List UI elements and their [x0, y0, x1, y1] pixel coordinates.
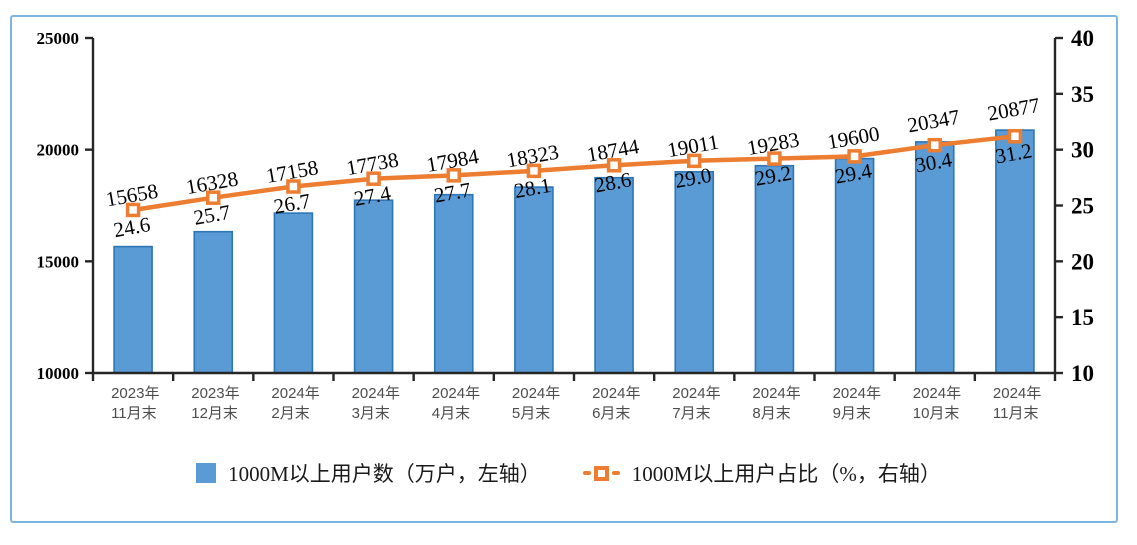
bar-5: [514, 186, 554, 374]
category-label-0: 2023年 11月末: [111, 385, 159, 422]
line-marker-7: [687, 153, 702, 169]
right-axis-tick-label: 30: [1071, 138, 1094, 163]
right-axis-tick-label: 20: [1071, 249, 1094, 274]
bar-value-label-10: 20347: [906, 105, 962, 138]
bar-6: [594, 176, 634, 374]
category-label-4: 2024年 4月末: [432, 385, 480, 422]
bar-9: [834, 157, 875, 374]
line-marker-10: [927, 137, 942, 153]
bar-series-label: 1000M以上用户数（万户，左轴）: [228, 462, 541, 486]
legend: 1000M以上用户数（万户，左轴） 1000M以上用户占比（%，右轴）: [0, 458, 1137, 488]
legend-item-bar-series: 1000M以上用户数（万户，左轴）: [196, 458, 541, 488]
line-marker-2: [286, 179, 301, 194]
line-value-label-1: 25.7: [192, 200, 232, 230]
bar-1: [193, 230, 234, 374]
left-axis-tick-label: 15000: [37, 252, 80, 271]
line-marker-3: [366, 171, 381, 186]
right-axis-tick-label: 15: [1071, 305, 1094, 330]
right-axis-tick-label: 35: [1071, 82, 1094, 107]
line-marker-11: [1007, 129, 1023, 144]
bar-2: [273, 212, 314, 374]
category-label-3: 2024年 3月末: [352, 385, 400, 422]
bar-0: [113, 245, 153, 374]
category-label-7: 2024年 7月末: [672, 385, 720, 422]
bar-value-label-4: 17984: [425, 144, 481, 177]
bar-4: [433, 193, 474, 374]
bar-8: [754, 164, 795, 374]
category-label-11: 2024年 11月末: [993, 385, 1041, 422]
category-label-2: 2024年 2月末: [271, 385, 319, 422]
bar-value-label-8: 19283: [745, 127, 801, 160]
bar-value-label-3: 17738: [344, 147, 400, 180]
line-marker-0: [125, 202, 141, 218]
line-series-label: 1000M以上用户占比（%，右轴）: [631, 462, 941, 486]
bar-value-label-9: 19600: [825, 121, 881, 154]
left-axis-tick-label: 10000: [37, 364, 80, 383]
bar-10: [914, 141, 955, 374]
line-series-marker-icon: [582, 465, 620, 481]
category-label-1: 2023年 12月末: [191, 385, 239, 422]
category-label-10: 2024年 10月末: [913, 385, 961, 422]
bar-value-label-11: 20877: [986, 93, 1042, 126]
category-label-5: 2024年 5月末: [512, 385, 560, 422]
bar-7: [674, 171, 715, 374]
category-label-8: 2024年 8月末: [752, 385, 800, 422]
legend-item-line-series: 1000M以上用户占比（%，右轴）: [582, 458, 941, 488]
line-marker-1: [206, 190, 221, 205]
bar-value-label-7: 19011: [665, 130, 720, 163]
bar-3: [353, 199, 394, 374]
right-axis-tick-label: 40: [1071, 26, 1094, 51]
category-label-9: 2024年 9月末: [833, 385, 881, 422]
line-value-label-0: 24.6: [112, 212, 152, 242]
line-square-marker-icon: [593, 465, 609, 481]
left-axis-tick-label: 20000: [37, 141, 80, 160]
bar-series-swatch-icon: [196, 463, 217, 483]
right-axis-tick-label: 10: [1071, 361, 1094, 386]
line-marker-6: [606, 158, 622, 173]
line-series-path: [130, 134, 1018, 213]
left-axis-tick-label: 25000: [37, 29, 80, 48]
category-label-6: 2024年 6月末: [592, 385, 640, 422]
line-marker-4: [446, 168, 461, 183]
line-dash-icon: [582, 471, 591, 475]
line-marker-9: [847, 149, 862, 164]
line-marker-8: [767, 151, 782, 166]
line-marker-5: [526, 163, 542, 179]
bar-value-label-6: 18744: [585, 134, 641, 167]
line-dash-icon: [611, 471, 620, 475]
right-axis-tick-label: 25: [1071, 194, 1094, 219]
